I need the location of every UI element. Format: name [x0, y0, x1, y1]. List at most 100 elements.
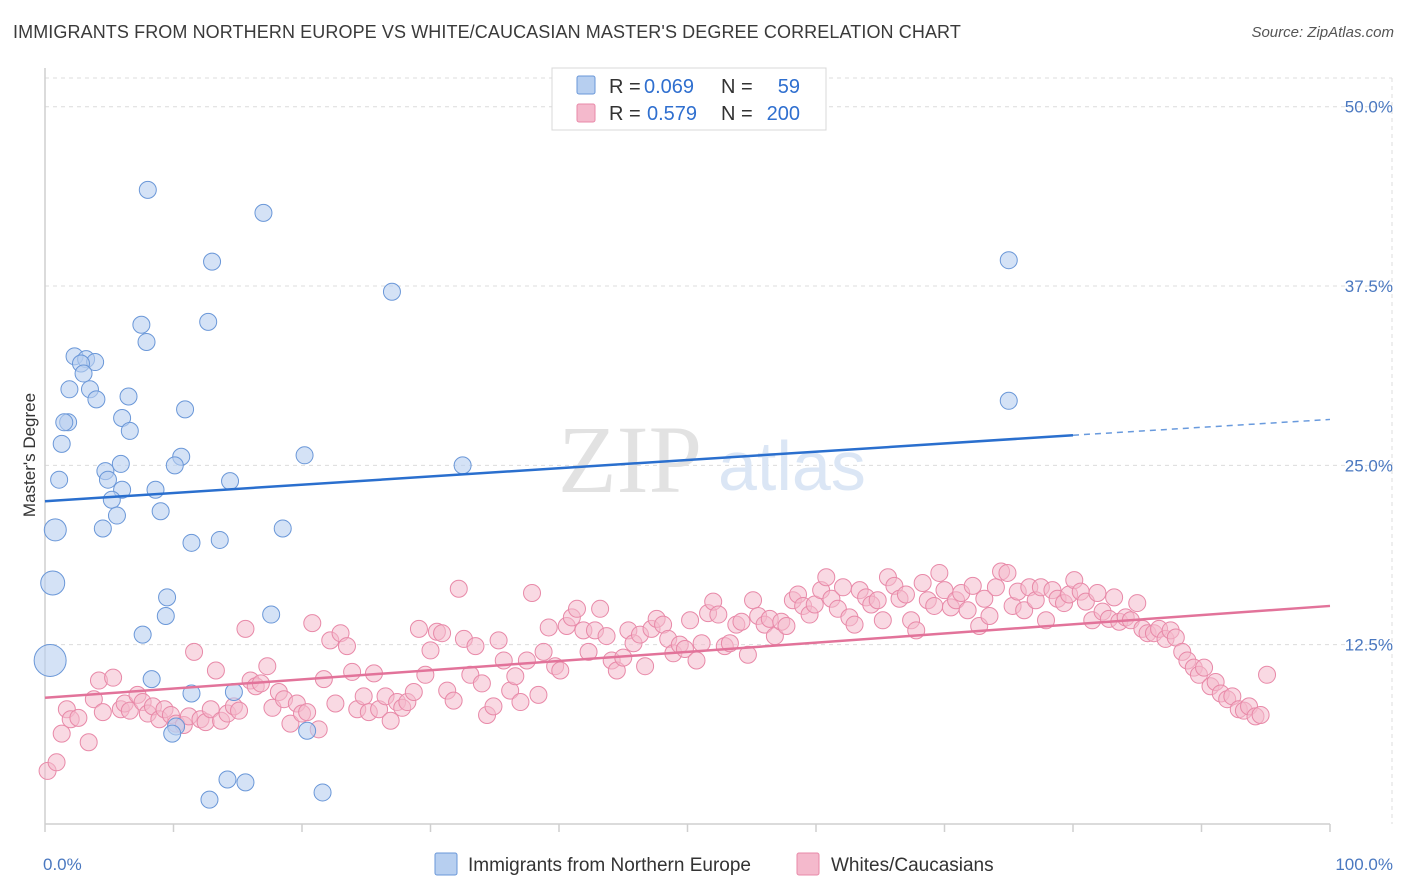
pink-point: [1105, 588, 1124, 607]
blue-point: [43, 518, 67, 542]
pink-point: [343, 662, 362, 681]
y-tick-label: 50.0%: [1345, 98, 1393, 117]
axes: [44, 68, 1331, 832]
blue-point: [182, 684, 201, 703]
blue-point: [453, 456, 472, 475]
blue-point: [254, 203, 273, 222]
blue-point: [87, 390, 106, 409]
legend-r-label-1: R =: [609, 76, 641, 98]
watermark-atlas: atlas: [718, 427, 866, 505]
x-tick-label: 0.0%: [43, 855, 82, 874]
blue-point: [262, 605, 281, 624]
blue-trend-line: [44, 433, 1074, 503]
blue-point: [236, 773, 255, 792]
blue-point: [156, 606, 175, 625]
pink-point: [52, 724, 71, 743]
pink-point: [873, 611, 892, 630]
pink-point: [1128, 594, 1147, 613]
blue-trend-extension: [1072, 418, 1331, 436]
pink-point: [104, 668, 123, 687]
top-legend: R = 0.069 N = 59 R = 0.579 N = 200: [551, 67, 827, 131]
blue-point: [273, 519, 292, 538]
x-tick-label: 100.0%: [1335, 855, 1393, 874]
blue-series-points: [33, 180, 1018, 809]
legend-r-value-2: 0.579: [647, 103, 697, 125]
pink-point: [896, 585, 915, 604]
pink-point: [913, 573, 932, 592]
pink-point: [534, 642, 553, 661]
pink-point: [597, 627, 616, 646]
pink-point: [980, 606, 999, 625]
pink-point: [777, 617, 796, 636]
pink-series-points: [38, 562, 1277, 780]
pink-point: [404, 683, 423, 702]
pink-point: [963, 576, 982, 595]
blue-point: [382, 282, 401, 301]
pink-point: [591, 599, 610, 618]
pink-point: [489, 631, 508, 650]
legend-r-value-1: 0.069: [644, 76, 694, 98]
pink-point: [444, 691, 463, 710]
blue-point: [218, 770, 237, 789]
pink-point: [551, 661, 570, 680]
blue-point: [295, 446, 314, 465]
blue-point: [50, 470, 69, 489]
y-tick-label: 25.0%: [1345, 456, 1393, 475]
pink-trend-line: [44, 604, 1331, 700]
pink-point: [930, 563, 949, 582]
blue-point: [158, 588, 177, 607]
blue-point: [221, 472, 240, 491]
pink-point: [47, 753, 66, 772]
pink-point: [93, 703, 112, 722]
legend-n-value-1: 59: [778, 76, 800, 98]
legend-n-label-2: N =: [721, 103, 753, 125]
blue-point: [176, 400, 195, 419]
pink-point: [998, 563, 1017, 582]
y-tick-label: 37.5%: [1345, 277, 1393, 296]
blue-point: [313, 783, 332, 802]
pink-point: [511, 693, 530, 712]
pink-point: [337, 637, 356, 656]
pink-point: [120, 701, 139, 720]
blue-point: [138, 180, 157, 199]
pink-point: [709, 605, 728, 624]
legend-swatch-pink: [576, 103, 596, 123]
source-label: Source: ZipAtlas.com: [1251, 24, 1394, 41]
bottom-legend-swatch-pink: [796, 852, 820, 876]
pink-point: [258, 657, 277, 676]
blue-point: [199, 312, 218, 331]
chart-title: IMMIGRANTS FROM NORTHERN EUROPE VS WHITE…: [13, 22, 961, 42]
pink-point: [1251, 705, 1270, 724]
blue-point: [74, 364, 93, 383]
pink-point: [744, 591, 763, 610]
pink-point: [1037, 611, 1056, 630]
pink-point: [506, 667, 525, 686]
pink-point: [817, 568, 836, 587]
blue-point: [142, 670, 161, 689]
pink-point: [868, 591, 887, 610]
y-tick-labels: 12.5% 25.0% 37.5% 50.0%: [1345, 98, 1393, 655]
pink-point: [416, 665, 435, 684]
blue-point: [55, 413, 74, 432]
pink-point: [1088, 584, 1107, 603]
pink-point: [738, 645, 757, 664]
pink-point: [529, 685, 548, 704]
blue-point: [93, 519, 112, 538]
pink-point: [409, 619, 428, 638]
pink-point: [958, 601, 977, 620]
blue-point: [133, 625, 152, 644]
legend-swatch-blue: [576, 75, 596, 95]
pink-point: [484, 697, 503, 716]
pink-point: [1015, 601, 1034, 620]
pink-point: [567, 599, 586, 618]
y-tick-label: 12.5%: [1345, 636, 1393, 655]
pink-point: [681, 611, 700, 630]
pink-point: [433, 624, 452, 643]
watermark: ZIP atlas: [558, 406, 866, 513]
pink-point: [206, 661, 225, 680]
blue-point: [200, 790, 219, 809]
blue-point: [165, 456, 184, 475]
legend-n-value-2: 200: [767, 103, 800, 125]
pink-point: [517, 651, 536, 670]
